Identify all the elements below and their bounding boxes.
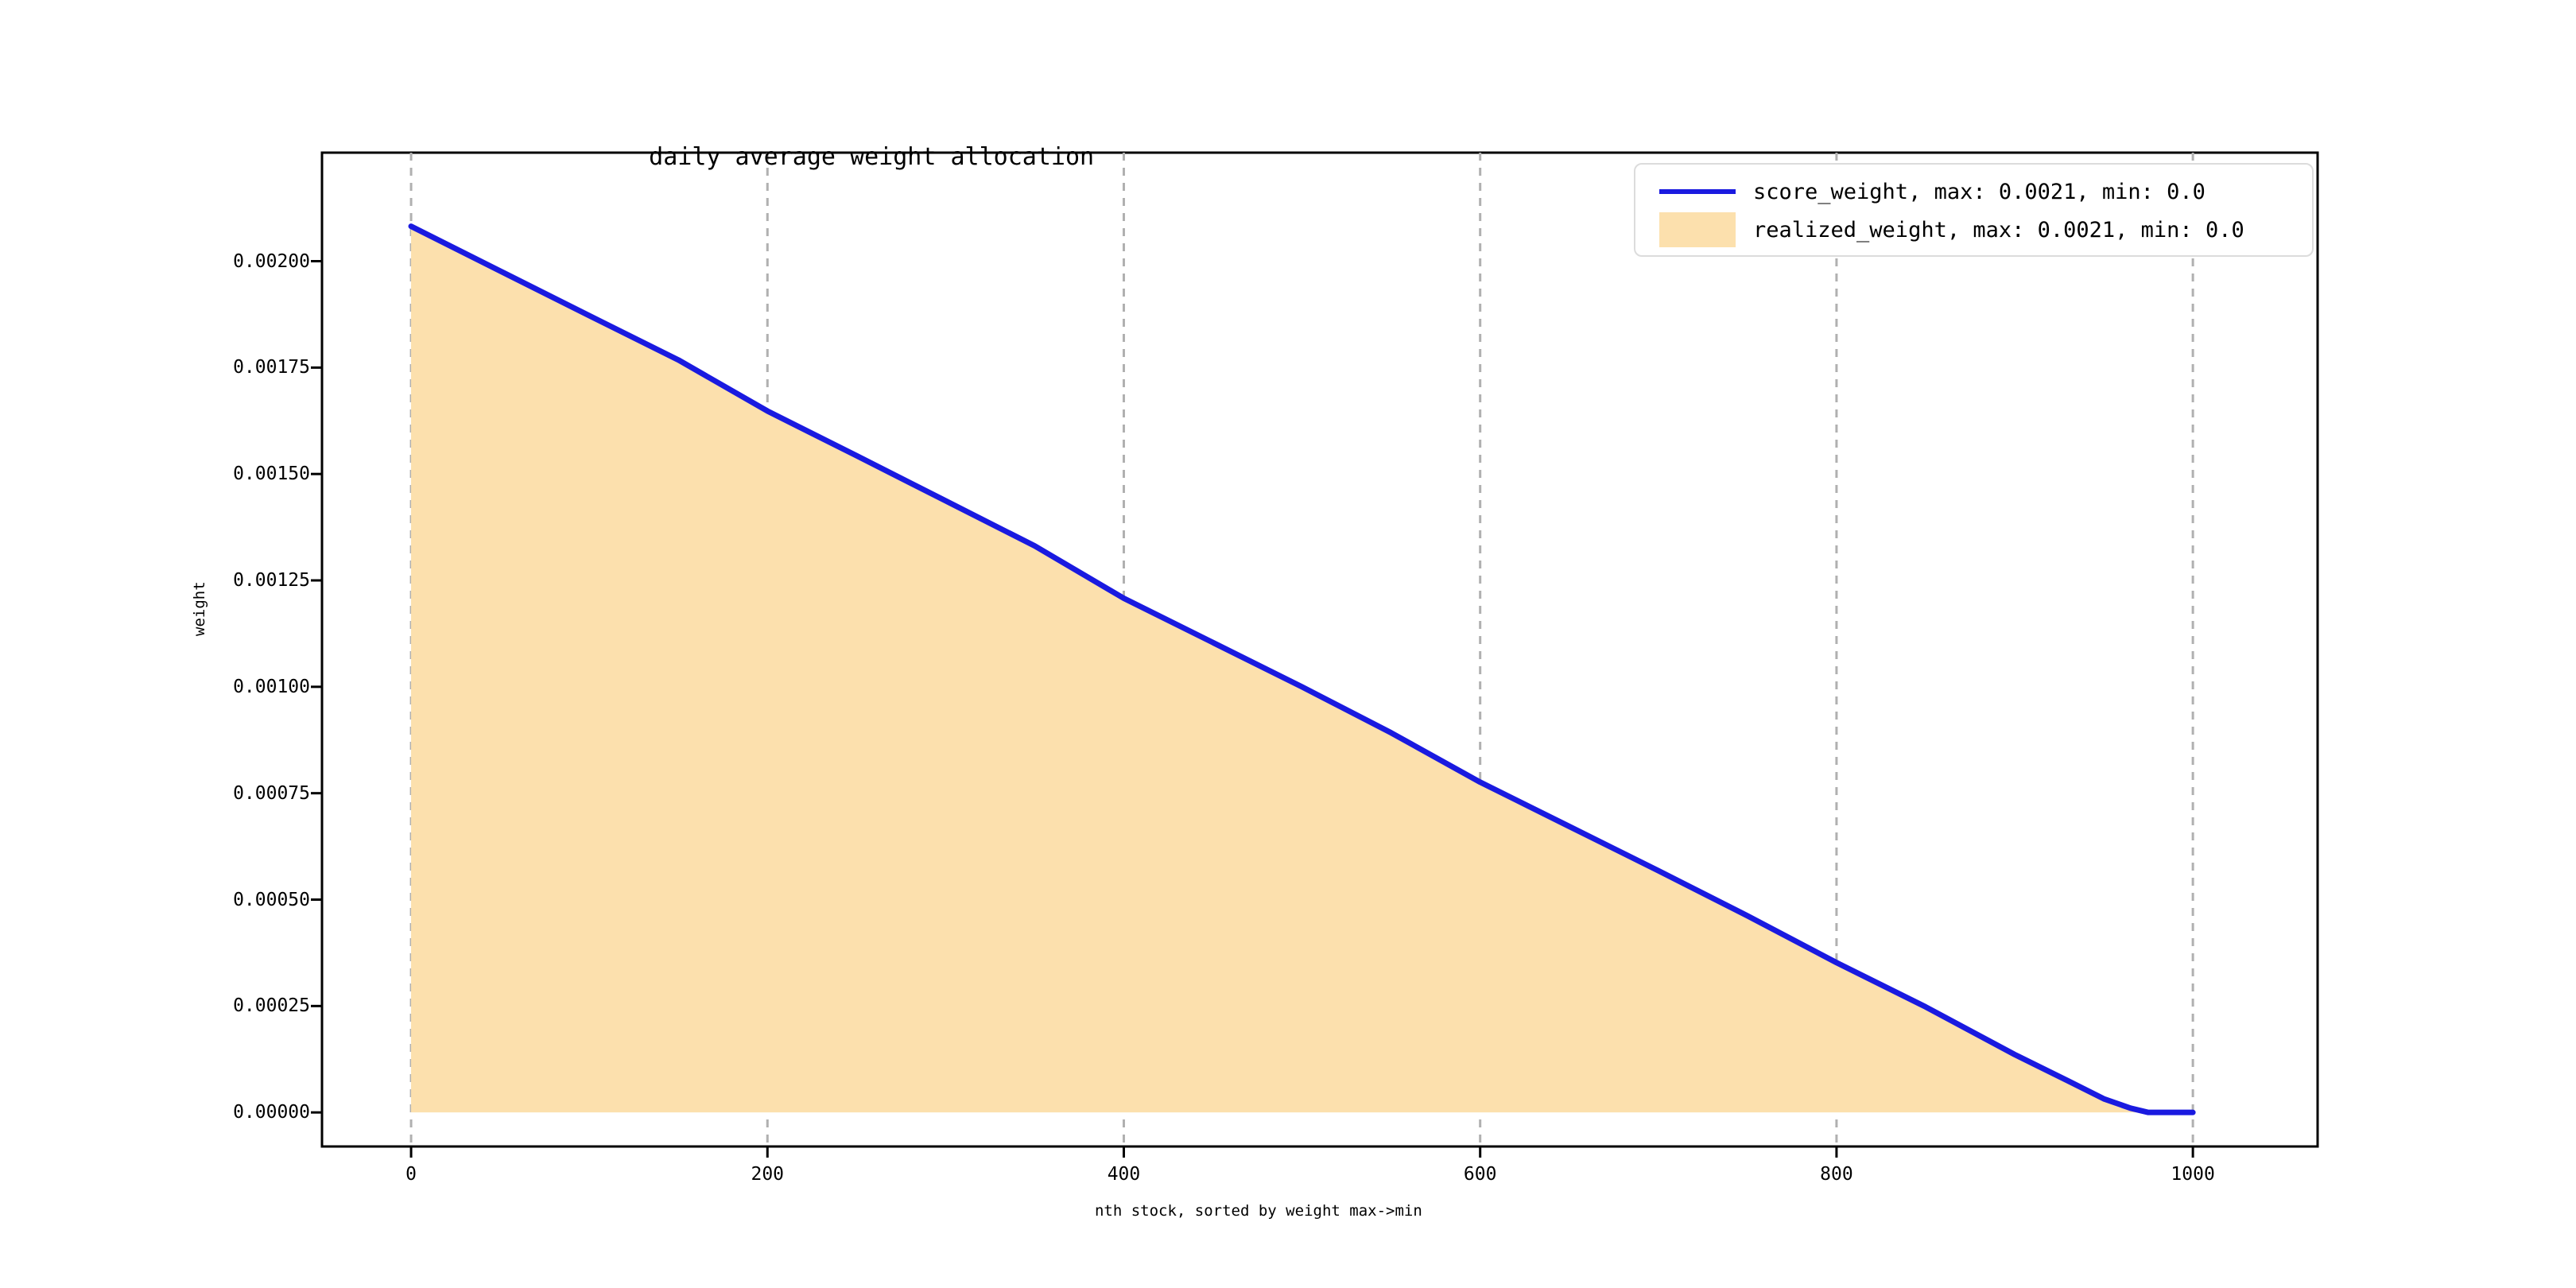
line-score-weight	[408, 223, 2196, 1115]
x-tick-label: 1000	[2171, 1164, 2215, 1185]
area-realized-weight	[411, 226, 2194, 1113]
y-axis-label: weight	[191, 581, 208, 636]
y-tick-label: 0.00000	[233, 1102, 310, 1123]
y-tick-label: 0.00175	[233, 357, 310, 378]
axis-tick-marks	[311, 260, 2194, 1158]
legend-line-swatch-icon	[1659, 189, 1736, 194]
y-tick-label: 0.00125	[233, 570, 310, 591]
x-tick-label: 400	[1107, 1164, 1141, 1185]
y-tick-label: 0.00050	[233, 889, 310, 910]
x-tick-label: 200	[751, 1164, 785, 1185]
legend-item-label: score_weight, max: 0.0021, min: 0.0	[1753, 179, 2206, 204]
legend-item-label: realized_weight, max: 0.0021, min: 0.0	[1753, 217, 2244, 242]
chart-title: daily average weight allocation	[0, 115, 2576, 199]
y-tick-label: 0.00150	[233, 464, 310, 485]
legend-item-realized-weight[interactable]: realized_weight, max: 0.0021, min: 0.0	[1647, 211, 2244, 249]
y-tick-label: 0.00025	[233, 995, 310, 1017]
y-tick-label: 0.00100	[233, 676, 310, 697]
y-tick-label: 0.00075	[233, 782, 310, 804]
legend-patch-swatch-icon	[1659, 212, 1736, 247]
x-axis-label: nth stock, sorted by weight max->min	[0, 1185, 2576, 1237]
x-tick-label: 0	[405, 1164, 417, 1185]
chart-legend[interactable]: score_weight, max: 0.0021, min: 0.0 real…	[1634, 163, 2314, 257]
x-tick-label: 600	[1463, 1164, 1497, 1185]
y-tick-label: 0.00200	[233, 250, 310, 272]
x-axis-label-text: nth stock, sorted by weight max->min	[1094, 1202, 1422, 1220]
legend-item-score-weight[interactable]: score_weight, max: 0.0021, min: 0.0	[1647, 173, 2206, 211]
x-tick-label: 800	[1820, 1164, 1853, 1185]
chart-title-text: daily average weight allocation	[649, 143, 1095, 171]
